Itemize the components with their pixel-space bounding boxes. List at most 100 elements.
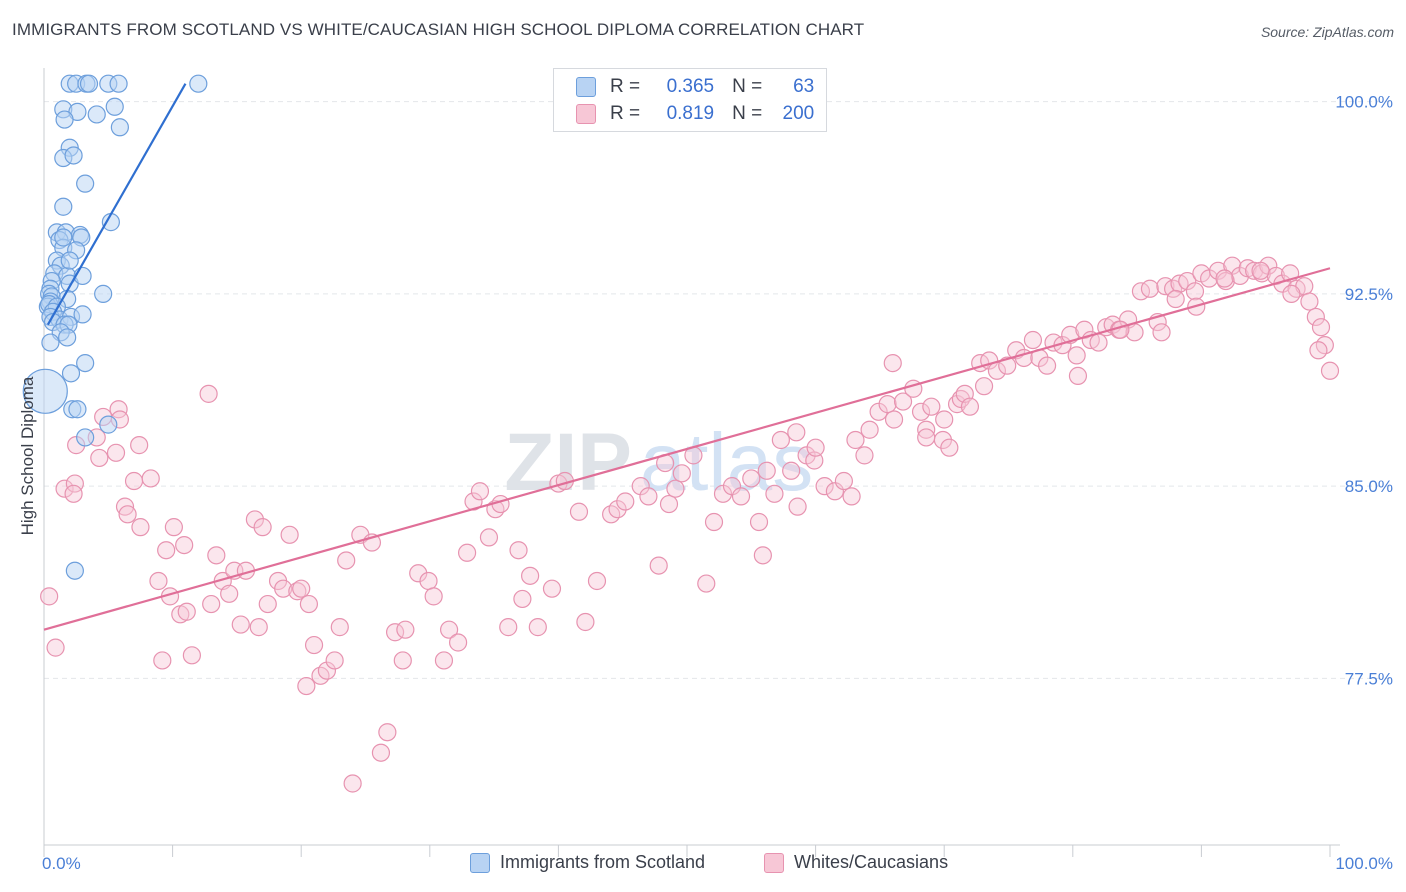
scatter-point-whites <box>245 510 265 529</box>
scatter-point-whites <box>280 525 299 544</box>
scatter-point-whites <box>749 512 769 532</box>
scatter-point-whites <box>917 428 936 447</box>
watermark-zip: ZIP <box>504 417 632 508</box>
y-tick-label: 92.5% <box>1345 285 1393 304</box>
scatter-point-whites <box>90 448 109 468</box>
scatter-point-whites <box>220 584 239 603</box>
scatter-point-whites <box>207 546 226 565</box>
x-tick-label: 100.0% <box>1335 854 1393 873</box>
scatter-point-whites <box>448 633 468 652</box>
trend-lines <box>43 83 1331 631</box>
scatter-point-whites <box>960 397 980 416</box>
grid-lines <box>44 101 1390 679</box>
scatter-point-whites <box>842 487 861 506</box>
scatter-point-scotland <box>65 561 84 580</box>
r-label: R = <box>610 76 641 97</box>
scatter-point-whites <box>299 594 319 614</box>
n-label: N = <box>732 76 763 97</box>
scatter-point-whites <box>317 661 337 680</box>
scatter-point-whites <box>757 461 776 480</box>
scatter-point-whites <box>1320 361 1340 380</box>
scatter-point-scotland <box>61 364 81 383</box>
scatter-point-whites <box>231 615 250 634</box>
scatter-point-scotland <box>58 328 77 347</box>
r-label: R = <box>610 103 641 124</box>
y-tick-label: 85.0% <box>1345 477 1393 496</box>
scatter-point-scotland <box>76 174 95 193</box>
scatter-point-whites <box>439 620 459 639</box>
scatter-point-whites <box>378 723 397 742</box>
scatter-point-whites <box>731 487 751 506</box>
swatch-pink <box>576 104 596 124</box>
scatter-point-whites <box>917 420 936 439</box>
scatter-point-whites <box>177 602 196 621</box>
scatter-point-whites <box>509 541 528 560</box>
scatter-point-whites <box>1068 366 1088 386</box>
scatter-point-whites <box>834 471 853 491</box>
scatter-point-whites <box>576 612 595 632</box>
scatter-point-scotland <box>60 251 79 270</box>
y-axis-label: High School Diploma <box>18 376 37 536</box>
scatter-point-whites <box>1309 341 1328 360</box>
y-tick-label: 77.5% <box>1345 669 1393 688</box>
scatter-point-whites <box>393 651 412 670</box>
scatter-point-whites <box>722 477 742 496</box>
scatter-point-whites <box>337 551 356 570</box>
scatter-point-scotland <box>76 353 95 373</box>
scatter-point-scotland <box>99 415 118 434</box>
scatter-point-whites <box>118 505 137 524</box>
scatter-point-whites <box>249 618 268 637</box>
scatter-point-whites <box>815 477 834 496</box>
r-value: 0.819 <box>666 103 715 124</box>
scatter-point-whites <box>106 443 126 462</box>
scatter-point-scotland <box>22 368 68 414</box>
scatter-point-whites <box>330 618 349 637</box>
scatter-point-whites <box>499 618 518 637</box>
scatter-point-scotland <box>105 97 124 116</box>
scatter-point-whites <box>742 469 761 488</box>
scatter-point-whites <box>631 477 650 496</box>
scatter-point-whites <box>343 774 362 793</box>
scatter-point-whites <box>704 512 724 532</box>
scatter-point-whites <box>131 518 150 537</box>
scatter-point-whites <box>434 651 454 670</box>
scatter-point-whites <box>409 564 428 583</box>
stats-row-scotland: R = 0.365 N = 63 <box>576 74 814 100</box>
trend-line-scotland <box>46 83 187 326</box>
scatter-point-whites <box>1037 356 1057 375</box>
x-tick-label: 0.0% <box>42 854 81 873</box>
legend-item-scotland[interactable]: Immigrants from Scotland <box>470 852 705 873</box>
scatter-point-whites <box>371 743 391 762</box>
scatter-point-whites <box>424 587 443 606</box>
scatter-point-scotland <box>54 197 73 216</box>
scatter-point-whites <box>1215 269 1234 288</box>
scatter-point-whites <box>325 651 344 670</box>
scatter-point-whites <box>470 482 490 501</box>
trend-line-whites <box>43 267 1331 631</box>
scatter-point-scotland <box>76 428 95 447</box>
scatter-point-whites <box>175 535 194 555</box>
swatch-blue <box>576 77 596 97</box>
scatter-point-whites <box>297 676 316 696</box>
scatter-point-scotland <box>87 105 106 124</box>
scatter-point-whites <box>55 479 74 498</box>
scatter-point-whites <box>884 410 904 429</box>
legend-label-whites: Whites/Caucasians <box>794 852 949 872</box>
scatter-point-whites <box>935 410 954 429</box>
scatter-point-whites <box>1023 330 1043 350</box>
scatter-point-whites <box>569 502 589 521</box>
scatter-point-whites <box>1152 323 1171 342</box>
legend-item-whites[interactable]: Whites/Caucasians <box>764 852 948 873</box>
scatter-point-whites <box>46 638 65 657</box>
scatter-point-whites <box>753 546 772 565</box>
source-credit: Source: ZipAtlas.com <box>1260 24 1394 40</box>
scatter-point-whites <box>199 384 218 403</box>
scatter-point-whites <box>787 423 806 442</box>
scatter-point-whites <box>1185 282 1205 301</box>
scatter-point-whites <box>825 482 844 501</box>
scatter-point-whites <box>806 438 825 457</box>
axes <box>43 68 1340 857</box>
n-value: 63 <box>793 76 815 97</box>
scatter-point-whites <box>883 353 902 373</box>
scatter-point-whites <box>998 356 1017 375</box>
